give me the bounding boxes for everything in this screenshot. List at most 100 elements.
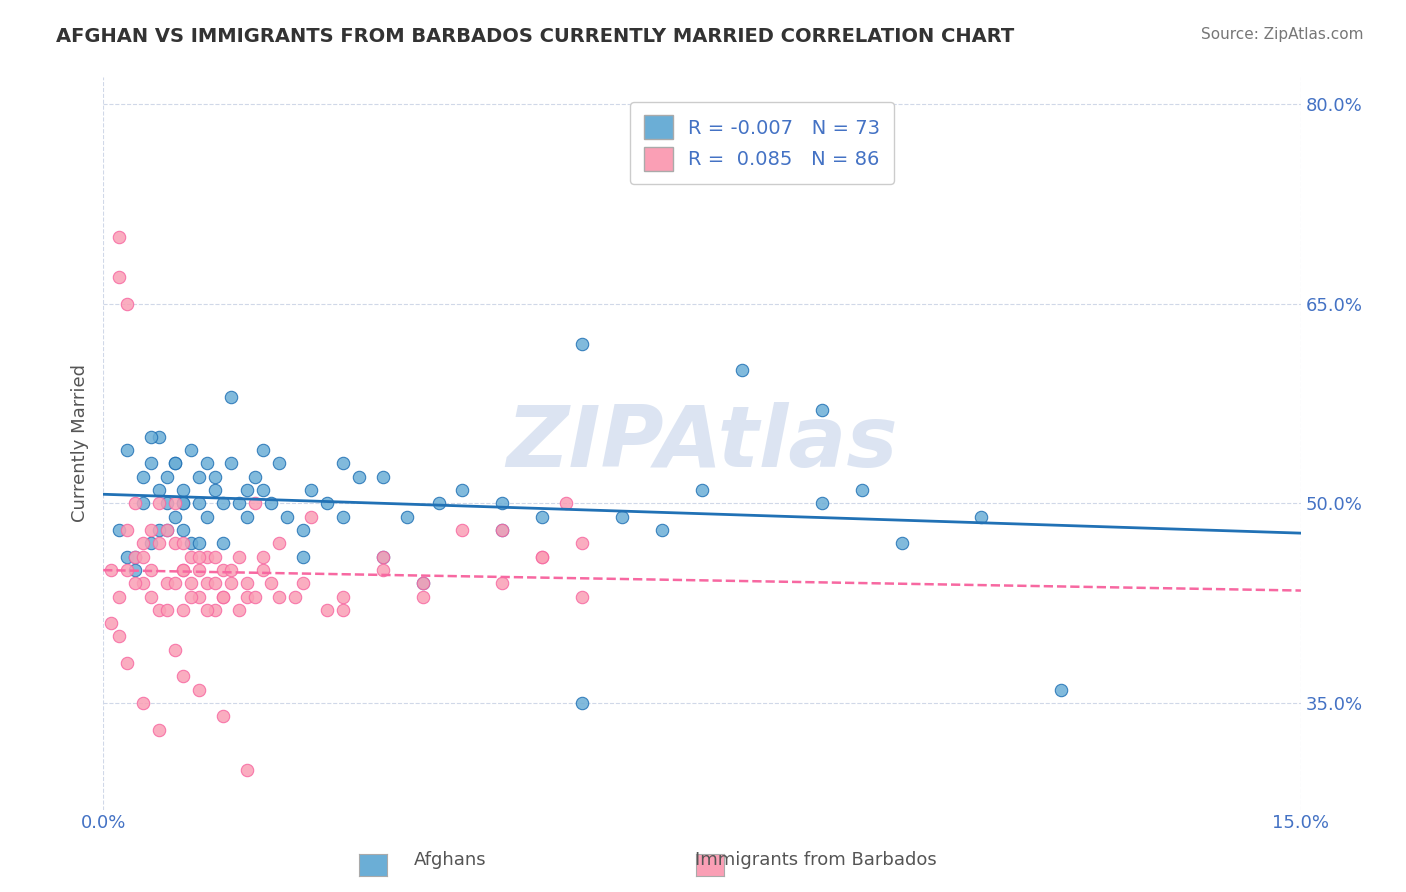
- Point: [243, 590, 266, 604]
- Point: [555, 496, 578, 510]
- Point: [810, 496, 832, 510]
- Point: [195, 603, 218, 617]
- Point: [267, 536, 290, 550]
- Point: [291, 549, 314, 564]
- Point: [571, 336, 593, 351]
- Point: [260, 576, 283, 591]
- Point: [132, 696, 155, 710]
- Point: [156, 523, 179, 537]
- Point: [531, 549, 554, 564]
- Point: [491, 523, 513, 537]
- Point: [219, 390, 242, 404]
- Point: [212, 496, 235, 510]
- Point: [531, 549, 554, 564]
- Point: [115, 443, 138, 458]
- Point: [156, 496, 179, 510]
- Point: [163, 509, 186, 524]
- Point: [371, 549, 394, 564]
- Point: [243, 469, 266, 483]
- Point: [228, 496, 250, 510]
- Text: Source: ZipAtlas.com: Source: ZipAtlas.com: [1201, 27, 1364, 42]
- Point: [267, 457, 290, 471]
- Point: [148, 430, 170, 444]
- Point: [851, 483, 873, 497]
- Point: [172, 496, 194, 510]
- Point: [148, 496, 170, 510]
- Point: [252, 483, 274, 497]
- Point: [132, 469, 155, 483]
- Point: [212, 590, 235, 604]
- Point: [188, 590, 211, 604]
- Point: [451, 523, 474, 537]
- Point: [148, 723, 170, 737]
- Point: [163, 642, 186, 657]
- Point: [132, 549, 155, 564]
- Point: [172, 669, 194, 683]
- Point: [204, 483, 226, 497]
- Point: [212, 709, 235, 723]
- Point: [252, 549, 274, 564]
- Point: [267, 590, 290, 604]
- Point: [195, 576, 218, 591]
- Point: [163, 536, 186, 550]
- Point: [188, 536, 211, 550]
- Point: [347, 469, 370, 483]
- Point: [315, 603, 337, 617]
- Point: [115, 656, 138, 670]
- Point: [260, 496, 283, 510]
- Point: [219, 563, 242, 577]
- Point: [139, 536, 162, 550]
- Point: [219, 576, 242, 591]
- Point: [236, 509, 259, 524]
- Point: [172, 483, 194, 497]
- Point: [236, 590, 259, 604]
- Point: [212, 536, 235, 550]
- Point: [115, 296, 138, 310]
- Point: [332, 603, 354, 617]
- Point: [332, 457, 354, 471]
- Point: [371, 563, 394, 577]
- Point: [108, 523, 131, 537]
- Text: AFGHAN VS IMMIGRANTS FROM BARBADOS CURRENTLY MARRIED CORRELATION CHART: AFGHAN VS IMMIGRANTS FROM BARBADOS CURRE…: [56, 27, 1015, 45]
- Point: [100, 563, 122, 577]
- Point: [690, 483, 713, 497]
- Point: [139, 430, 162, 444]
- Point: [172, 496, 194, 510]
- Point: [132, 496, 155, 510]
- Point: [252, 563, 274, 577]
- Point: [219, 457, 242, 471]
- Point: [163, 457, 186, 471]
- Point: [299, 483, 322, 497]
- Point: [195, 549, 218, 564]
- Point: [172, 563, 194, 577]
- Text: ZIPAtlas: ZIPAtlas: [506, 402, 898, 485]
- Point: [491, 523, 513, 537]
- Point: [212, 563, 235, 577]
- Point: [139, 590, 162, 604]
- Point: [371, 469, 394, 483]
- Point: [156, 603, 179, 617]
- Point: [148, 536, 170, 550]
- Point: [531, 509, 554, 524]
- Point: [204, 576, 226, 591]
- Point: [427, 496, 450, 510]
- Point: [163, 457, 186, 471]
- Point: [236, 483, 259, 497]
- Point: [124, 549, 146, 564]
- Point: [172, 563, 194, 577]
- Point: [156, 469, 179, 483]
- Point: [612, 509, 634, 524]
- Point: [371, 549, 394, 564]
- Point: [115, 523, 138, 537]
- Point: [252, 443, 274, 458]
- Point: [395, 509, 418, 524]
- Point: [291, 523, 314, 537]
- Point: [132, 536, 155, 550]
- Text: Immigrants from Barbados: Immigrants from Barbados: [695, 851, 936, 869]
- Point: [124, 549, 146, 564]
- Point: [115, 549, 138, 564]
- Point: [188, 496, 211, 510]
- Point: [156, 576, 179, 591]
- Point: [204, 469, 226, 483]
- Point: [108, 590, 131, 604]
